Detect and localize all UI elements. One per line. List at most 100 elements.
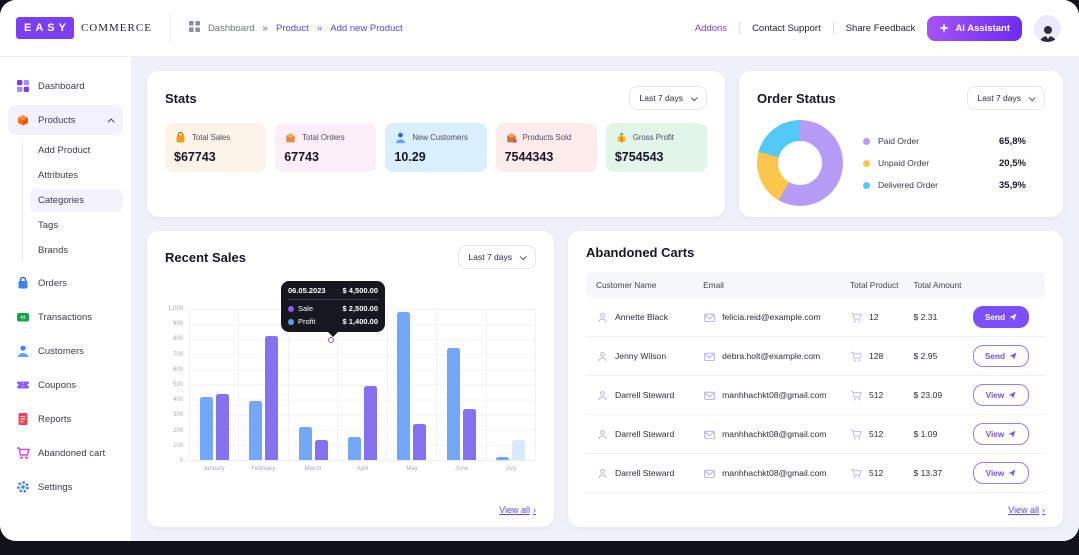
view-button[interactable]: View: [973, 462, 1029, 484]
sidebar-subitem-attributes[interactable]: Attributes: [38, 170, 79, 181]
recent-sales-range-select[interactable]: Last 7 days: [457, 245, 536, 269]
breadcrumb: Dashboard » Product » Add new Product: [188, 21, 403, 35]
stat-value: $67743: [174, 150, 216, 164]
products-submenu: Add Product Attributes Categories Tags B…: [8, 139, 123, 262]
send-plane-icon: [1009, 313, 1017, 321]
envelope-icon: [703, 389, 716, 402]
breadcrumb-dashboard[interactable]: Dashboard: [207, 22, 255, 34]
breadcrumb-product[interactable]: Product: [275, 22, 309, 34]
sidebar-item-reports[interactable]: Reports: [8, 404, 123, 434]
y-tick: 600: [172, 366, 183, 373]
sidebar-item-coupons[interactable]: Coupons: [8, 370, 123, 400]
sidebar-item-dashboard[interactable]: Dashboard: [8, 71, 123, 101]
chevron-down-icon: [519, 252, 527, 260]
send-button[interactable]: Send: [973, 345, 1029, 367]
bar-group-february: [238, 309, 287, 460]
table-row: Annette Black felicia.reid@example.com 1…: [586, 298, 1045, 337]
stats-range-select[interactable]: Last 7 days: [628, 86, 707, 110]
send-plane-icon: [1008, 469, 1016, 477]
ai-assistant-button[interactable]: AI Assistant: [927, 15, 1022, 41]
breadcrumb-add-new-product[interactable]: Add new Product: [330, 22, 403, 34]
x-axis: January February March April May June July: [189, 466, 536, 472]
total-amount: $ 2.31: [913, 312, 938, 322]
recent-sales-title: Recent Sales: [165, 249, 246, 265]
legend-paid-order: Paid Order 65,8%: [863, 136, 1045, 147]
order-status-range-select[interactable]: Last 7 days: [966, 86, 1045, 110]
sparkle-icon: [939, 23, 950, 33]
envelope-icon: [703, 428, 716, 441]
customers-icon: [16, 344, 30, 358]
share-feedback-link[interactable]: Share Feedback: [845, 22, 916, 34]
x-tick: March: [304, 466, 322, 472]
bar-group-april: [337, 309, 386, 460]
sidebar: Dashboard Products Add Product Attribute…: [0, 57, 131, 541]
view-button[interactable]: View: [973, 423, 1029, 445]
breadcrumb-separator: »: [262, 22, 268, 34]
person-icon: [596, 467, 609, 480]
avatar[interactable]: [1034, 14, 1061, 42]
sidebar-item-abandoned-cart[interactable]: Abandoned cart: [8, 438, 123, 468]
sidebar-item-transactions[interactable]: $ Transactions: [8, 302, 123, 332]
stat-value: 67743: [284, 150, 319, 164]
send-plane-icon: [1009, 352, 1017, 360]
svg-text:$: $: [22, 315, 25, 321]
envelope-icon: [703, 311, 716, 324]
stat-value: 10.29: [394, 150, 426, 164]
recent-sales-view-all-link[interactable]: View all ›: [499, 505, 536, 515]
stat-tile-products-sold: Products Sold 7544343: [495, 123, 597, 172]
sidebar-item-orders[interactable]: Orders: [8, 268, 123, 298]
stat-tiles: Total Sales $67743 Total Orders 67743 Ne…: [165, 123, 708, 172]
tooltip-total: $ 4,500.00: [342, 286, 378, 295]
contact-support-link[interactable]: Contact Support: [752, 22, 821, 34]
sidebar-item-customers[interactable]: Customers: [8, 336, 123, 366]
customer-name: Annette Black: [615, 312, 669, 322]
envelope-icon: [703, 350, 716, 363]
x-tick: February: [251, 466, 276, 472]
sidebar-subitem-brands[interactable]: Brands: [38, 245, 69, 256]
abandoned-cart-icon: [16, 446, 30, 460]
logo-commerce: COMMERCE: [80, 22, 152, 34]
recent-sales-card: Recent Sales Last 7 days 1,000 900 800 700 6…: [147, 231, 554, 527]
view-button[interactable]: View: [973, 384, 1029, 406]
bar-profit: [298, 426, 312, 460]
tooltip-date: 06.05.2023: [288, 286, 326, 295]
x-tick: July: [505, 466, 517, 472]
person-icon: [596, 389, 609, 402]
x-tick: January: [203, 466, 225, 472]
carts-view-all-link[interactable]: View all ›: [1008, 505, 1045, 515]
y-tick: 400: [172, 397, 183, 404]
customer-email: manhhachkt08@gmail.com: [722, 429, 827, 439]
x-tick: April: [356, 466, 369, 472]
order-status-donut: [757, 120, 843, 206]
bar-group-june: [436, 309, 485, 460]
total-product: 512: [868, 468, 884, 478]
stat-value: 7544343: [504, 150, 554, 164]
bar-sale: [512, 440, 526, 460]
cart-icon: [850, 467, 863, 480]
addons-link[interactable]: Addons: [694, 22, 728, 34]
legend-dot: [863, 159, 870, 167]
logo-easy: EASY: [16, 17, 74, 39]
send-button[interactable]: Send: [973, 306, 1029, 328]
send-plane-icon: [1008, 430, 1016, 438]
sidebar-item-settings[interactable]: Settings: [8, 472, 123, 502]
transactions-icon: $: [16, 310, 30, 324]
sidebar-item-products[interactable]: Products: [8, 105, 123, 135]
customer-name: Darrell Steward: [615, 390, 675, 400]
person-icon: [596, 350, 609, 363]
stats-card: Stats Last 7 days Total Sales $67743 Tot…: [147, 71, 725, 217]
bar-profit: [496, 456, 510, 460]
stats-title: Stats: [165, 90, 197, 106]
sidebar-subitem-add-product[interactable]: Add Product: [38, 145, 91, 156]
customer-name: Darrell Steward: [615, 468, 675, 478]
breadcrumb-separator: »: [316, 22, 323, 34]
main-content: Stats Last 7 days Total Sales $67743 Tot…: [131, 57, 1079, 541]
sidebar-subitem-categories[interactable]: Categories: [30, 189, 123, 212]
chevron-down-icon: [690, 93, 698, 101]
total-amount: $ 13.37: [913, 468, 943, 478]
sidebar-subitem-tags[interactable]: Tags: [38, 220, 59, 231]
order-status-title: Order Status: [757, 90, 836, 106]
y-tick: 100: [172, 442, 183, 449]
chevron-right-icon: ›: [533, 505, 536, 515]
legend-dot: [863, 137, 870, 145]
